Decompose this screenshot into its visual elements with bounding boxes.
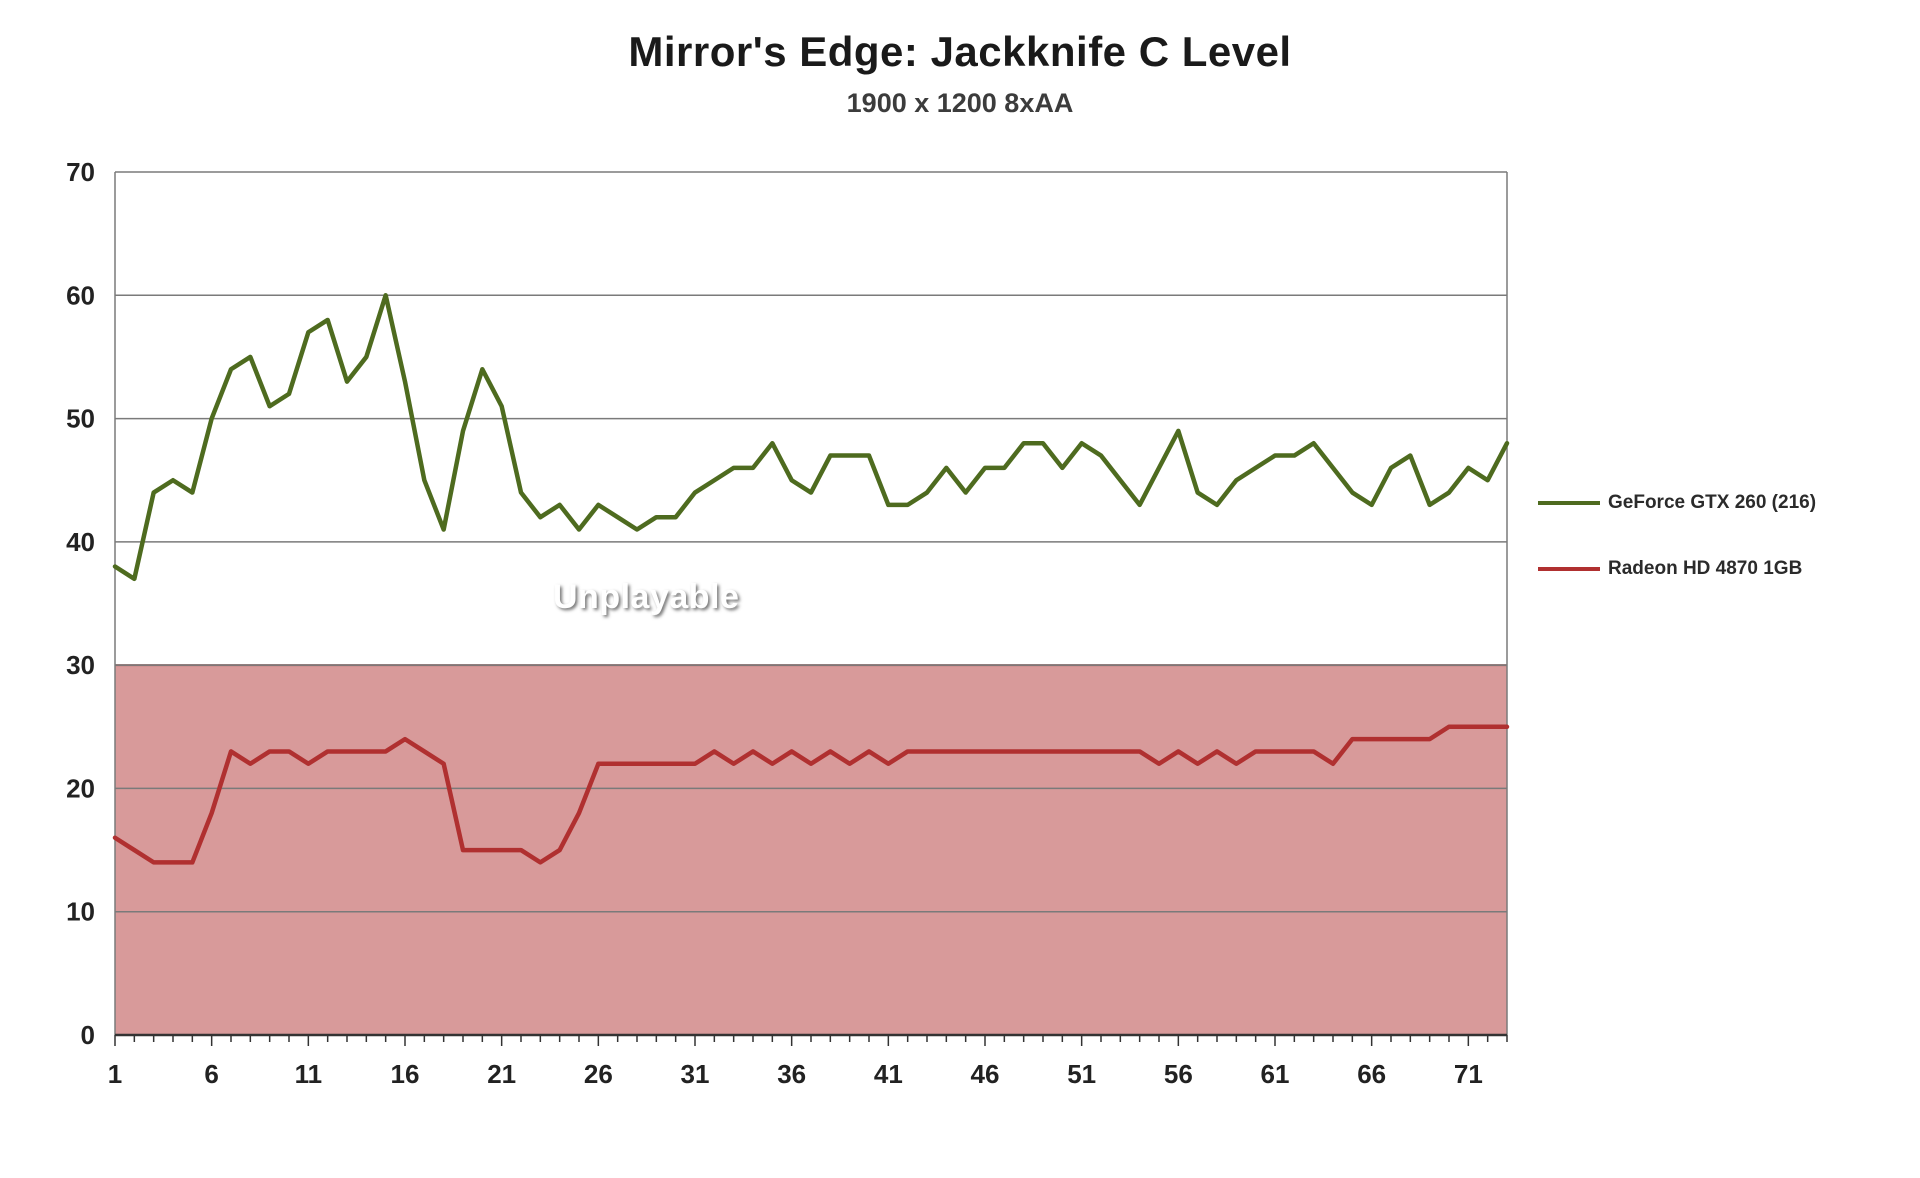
- svg-text:31: 31: [681, 1059, 710, 1089]
- svg-text:50: 50: [66, 404, 95, 434]
- svg-text:30: 30: [66, 650, 95, 680]
- unplayable-region-label: Unplayable: [553, 578, 740, 616]
- legend-item-radeon: Radeon HD 4870 1GB: [1538, 558, 1816, 580]
- svg-text:6: 6: [204, 1059, 218, 1089]
- legend-label-radeon: Radeon HD 4870 1GB: [1608, 558, 1803, 579]
- svg-text:46: 46: [971, 1059, 1000, 1089]
- chart-title: Mirror's Edge: Jackknife C Level: [628, 28, 1292, 75]
- svg-text:11: 11: [295, 1059, 323, 1089]
- svg-text:40: 40: [66, 527, 95, 557]
- legend-line-green: [1538, 501, 1600, 505]
- legend-line-red: [1538, 567, 1600, 571]
- legend-item-geforce: GeForce GTX 260 (216): [1538, 492, 1816, 514]
- svg-text:56: 56: [1164, 1059, 1193, 1089]
- svg-text:16: 16: [391, 1059, 420, 1089]
- svg-text:70: 70: [66, 157, 95, 187]
- svg-text:66: 66: [1357, 1059, 1386, 1089]
- chart-subtitle: 1900 x 1200 8xAA: [846, 88, 1074, 118]
- svg-text:61: 61: [1261, 1059, 1290, 1089]
- svg-text:1: 1: [108, 1059, 122, 1089]
- svg-text:21: 21: [487, 1059, 516, 1089]
- svg-text:20: 20: [66, 773, 95, 803]
- svg-text:26: 26: [584, 1059, 613, 1089]
- legend-label-geforce: GeForce GTX 260 (216): [1608, 492, 1817, 513]
- svg-text:10: 10: [66, 897, 95, 927]
- svg-text:41: 41: [874, 1059, 903, 1089]
- svg-text:51: 51: [1067, 1059, 1096, 1089]
- svg-text:36: 36: [777, 1059, 806, 1089]
- svg-text:0: 0: [81, 1020, 95, 1050]
- svg-text:60: 60: [66, 280, 95, 310]
- svg-text:71: 71: [1454, 1059, 1483, 1089]
- legend: GeForce GTX 260 (216) Radeon HD 4870 1GB: [1538, 492, 1816, 580]
